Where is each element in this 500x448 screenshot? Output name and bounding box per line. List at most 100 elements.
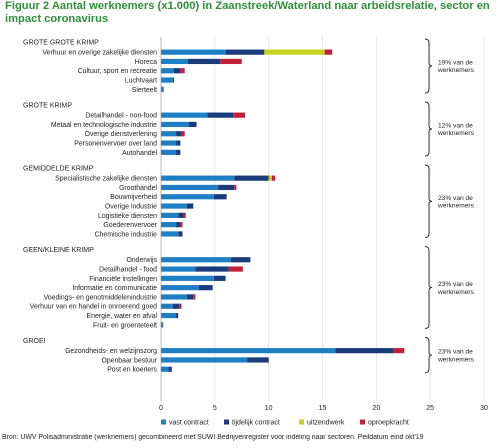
legend-label: oproepkracht [368, 420, 409, 427]
bar-oproepkracht [324, 49, 333, 55]
category-label: Informatie en communicatie [72, 285, 157, 292]
legend-swatch [224, 419, 229, 425]
bar-tijdelijk-contract [207, 112, 234, 118]
group-title: GROTE GROTE KRIMP [23, 40, 99, 47]
bar-oproepkracht [271, 175, 276, 181]
bracket-label: 19% van de [438, 60, 473, 67]
bar-oproepkracht [233, 112, 245, 118]
bar-vast-contract [161, 348, 336, 354]
bar-tijdelijk-contract [335, 348, 394, 354]
category-label: Energie, water en afval [87, 313, 158, 320]
bar-vast-contract [161, 322, 163, 328]
group-bracket [424, 337, 433, 374]
legend-swatch [161, 419, 166, 425]
bar-tijdelijk-contract [186, 203, 194, 209]
group-bracket [424, 38, 433, 94]
bar-tijdelijk-contract [213, 194, 227, 200]
bar-vast-contract [161, 203, 187, 209]
bar-vast-contract [161, 312, 177, 319]
category-label: Autohandel [122, 150, 157, 157]
group-title: GEEN/KLEINE KRIMP [23, 247, 94, 254]
category-label: Logistieke diensten [98, 213, 157, 220]
category-label: Fruit- en groenteteelt [93, 322, 157, 329]
legend-swatch [299, 419, 304, 425]
x-tick-label: 5 [213, 405, 217, 412]
bar-oproepkracht [393, 348, 405, 354]
bar-tijdelijk-contract [176, 149, 181, 155]
bar-vast-contract [161, 194, 214, 200]
category-label: Groothandel [119, 185, 157, 192]
bar-oproepkracht [234, 184, 237, 191]
x-tick-label: 20 [372, 405, 380, 412]
bar-vast-contract [161, 257, 231, 263]
bar-oproepkracht [179, 303, 182, 309]
bar-vast-contract [161, 49, 226, 55]
category-label: Overige industrie [105, 203, 157, 210]
category-label: Overige dienstverlening [85, 131, 158, 138]
bar-vast-contract [161, 86, 164, 92]
bar-vast-contract [161, 285, 199, 291]
category-label: Verhuur en overige zakelijke diensten [42, 50, 157, 57]
category-label: Sierteelt [132, 87, 157, 94]
bar-vast-contract [161, 222, 177, 228]
bar-vast-contract [161, 121, 189, 128]
bar-vast-contract [161, 68, 174, 74]
bar-tijdelijk-contract [187, 58, 221, 65]
bar-tijdelijk-contract [225, 49, 265, 55]
bar-tijdelijk-contract [163, 86, 164, 92]
category-label: Luchtvaart [125, 77, 157, 84]
bracket-label: 23% van de [438, 281, 473, 288]
bar-vast-contract [161, 58, 188, 65]
bracket-label: werknemers [437, 130, 475, 137]
bracket-label: werknemers [437, 289, 475, 296]
bar-tijdelijk-contract [213, 275, 226, 281]
bracket-label: 23% van de [438, 195, 473, 202]
bar-tijdelijk-contract [173, 68, 181, 74]
bracket-label: 12% van de [438, 123, 473, 130]
bar-tijdelijk-contract [234, 175, 269, 181]
bar-oproepkracht [193, 294, 196, 300]
bar-vast-contract [161, 149, 177, 155]
category-label: Bouwnijverheid [110, 194, 157, 201]
bar-tijdelijk-contract [178, 212, 184, 218]
bar-tijdelijk-contract [176, 140, 181, 146]
category-label: Post en koeriers [107, 367, 157, 374]
bar-tijdelijk-contract [195, 266, 229, 272]
bar-tijdelijk-contract [172, 303, 180, 309]
category-label: Gezondheids- en welzijnszorg [65, 348, 157, 355]
bracket-label: werknemers [437, 356, 475, 363]
group-bracket [424, 101, 433, 157]
bar-vast-contract [161, 175, 235, 181]
bar-vast-contract [161, 266, 196, 272]
x-tick-label: 25 [426, 405, 434, 412]
bar-tijdelijk-contract [176, 312, 179, 319]
legend-label: vast contract [169, 420, 209, 427]
bar-vast-contract [161, 231, 179, 237]
x-tick-label: 30 [480, 405, 488, 412]
bar-tijdelijk-contract [218, 184, 235, 191]
bar-tijdelijk-contract [186, 294, 194, 300]
bar-vast-contract [161, 112, 208, 118]
bar-tijdelijk-contract [230, 257, 251, 263]
bar-vast-contract [161, 303, 173, 309]
category-label: Onderwijs [126, 257, 157, 264]
category-label: Openbaar bestuur [101, 357, 157, 364]
bar-vast-contract [161, 77, 173, 83]
bar-tijdelijk-contract [188, 121, 197, 128]
bar-tijdelijk-contract [198, 285, 213, 291]
category-label: Metaal en technologische industrie [51, 122, 157, 129]
bar-oproepkracht [181, 131, 185, 137]
bar-tijdelijk-contract [178, 231, 183, 237]
figure-title: Figuur 2 Aantal werknemers (x1.000) in Z… [5, 0, 490, 25]
group-title: GROEI [23, 338, 46, 345]
bar-uitzendwerk [264, 49, 325, 55]
x-tick-label: 0 [159, 405, 163, 412]
x-tick-label: 10 [265, 405, 273, 412]
group-bracket [424, 246, 433, 329]
bracket-label: werknemers [437, 203, 475, 210]
bar-vast-contract [161, 294, 187, 300]
bar-vast-contract [161, 275, 214, 281]
bar-oproepkracht [228, 266, 243, 272]
bar-uitzendwerk [268, 175, 272, 181]
